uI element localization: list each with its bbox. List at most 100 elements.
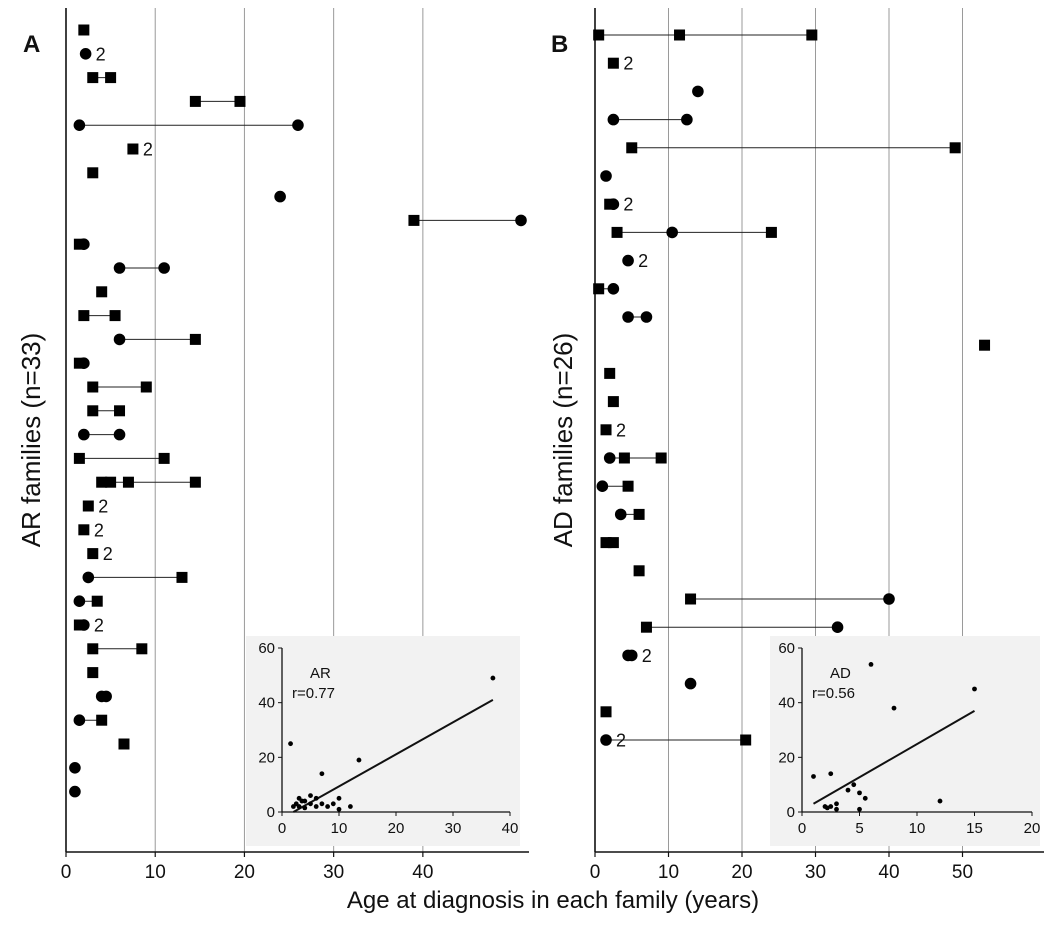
family-row: 2 [82, 497, 108, 517]
inset-data-point [299, 798, 305, 804]
family-row: 2 [600, 731, 752, 751]
male-square-marker [176, 571, 188, 583]
male-square-marker [633, 565, 645, 577]
male-square-marker [87, 72, 99, 84]
inset-data-point [851, 782, 857, 788]
family-row [593, 29, 818, 41]
family-row [78, 428, 126, 441]
family-row [622, 311, 653, 323]
male-square-marker [109, 310, 121, 322]
inset-data-point [937, 798, 943, 804]
female-circle-marker [78, 428, 90, 441]
family-row [73, 357, 90, 370]
male-square-marker [618, 452, 630, 464]
family-row [593, 283, 620, 295]
female-circle-marker [666, 226, 678, 239]
family-row [87, 167, 99, 179]
male-square-marker [685, 593, 697, 605]
x-tick-label: 10 [658, 862, 679, 883]
female-circle-marker [600, 734, 612, 746]
x-tick-label: 10 [145, 862, 166, 883]
female-circle-marker [82, 571, 95, 584]
inset-y-tick-label: 60 [778, 640, 795, 657]
family-row [600, 537, 619, 549]
family-row [274, 190, 286, 203]
family-row: 2 [87, 544, 113, 564]
female-circle-marker [692, 85, 704, 98]
male-square-marker [140, 381, 152, 393]
female-circle-marker [603, 452, 616, 464]
inset-plot: 0 5 10 15 20 0 20 40 60 AD r=0.56 [770, 636, 1040, 846]
female-circle-marker [831, 621, 844, 633]
male-square-marker [949, 142, 961, 154]
family-row [603, 452, 667, 464]
inset-data-point [319, 771, 325, 777]
family-row [69, 762, 81, 774]
male-square-marker [234, 95, 246, 107]
inset-data-point [313, 795, 319, 801]
family-count-label: 2 [98, 497, 108, 517]
family-count-label: 2 [96, 44, 106, 64]
female-circle-marker [78, 238, 90, 250]
inset-data-point [857, 806, 862, 812]
inset-data-point [834, 806, 839, 812]
female-circle-marker [69, 785, 81, 798]
family-row: 2 [604, 195, 633, 215]
inset-plot: 0 10 20 30 40 0 20 40 60 AR r=0.77 [246, 636, 520, 846]
family-count-label: 2 [623, 54, 633, 74]
female-circle-marker [78, 619, 90, 631]
family-row [87, 405, 126, 417]
male-square-marker [82, 500, 94, 512]
family-row [87, 643, 148, 655]
male-square-marker [114, 405, 126, 417]
inset-background [246, 636, 520, 846]
family-row: 2 [78, 520, 104, 540]
family-row: 2 [622, 646, 652, 666]
inset-label: AD [830, 665, 851, 682]
male-square-marker [87, 643, 99, 655]
male-square-marker [136, 643, 148, 655]
family-row: 2 [622, 251, 648, 271]
family-count-label: 2 [642, 646, 652, 666]
male-square-marker [105, 476, 117, 488]
family-count-label: 2 [638, 251, 648, 271]
panel-b-letter: B [551, 31, 568, 58]
x-tick-label: 0 [590, 862, 601, 883]
family-row [73, 595, 103, 607]
family-row [78, 310, 121, 322]
x-tick-label: 30 [323, 862, 344, 883]
family-row [189, 95, 246, 107]
family-row [118, 738, 130, 750]
female-circle-marker [515, 214, 527, 227]
inset-regression-line [292, 699, 494, 813]
inset-x-tick-label: 30 [445, 820, 462, 837]
family-row: 2 [79, 44, 106, 64]
inset-y-tick-label: 20 [258, 749, 275, 766]
female-circle-marker [640, 311, 653, 323]
inset-label: AR [310, 665, 331, 682]
family-row: 2 [73, 616, 104, 636]
inset-data-point [325, 804, 330, 809]
male-square-marker [600, 537, 612, 549]
male-square-marker [189, 476, 201, 488]
family-row: 2 [600, 420, 626, 440]
family-row [604, 367, 616, 379]
panel-a-letter: A [23, 31, 40, 58]
inset-data-point [868, 662, 874, 667]
family-row [69, 785, 81, 798]
inset-data-point [302, 805, 308, 811]
male-square-marker [189, 95, 201, 107]
family-row [87, 667, 99, 679]
family-row: 2 [127, 140, 153, 160]
male-square-marker [118, 738, 130, 750]
family-count-label: 2 [94, 520, 104, 540]
inset-data-point [356, 757, 362, 763]
female-circle-marker [607, 283, 620, 295]
male-square-marker [78, 524, 90, 536]
female-circle-marker [158, 262, 170, 274]
family-count-label: 2 [616, 731, 626, 751]
male-square-marker [806, 29, 818, 41]
family-row [95, 690, 112, 703]
male-square-marker [593, 283, 605, 295]
family-count-label: 2 [623, 195, 633, 215]
